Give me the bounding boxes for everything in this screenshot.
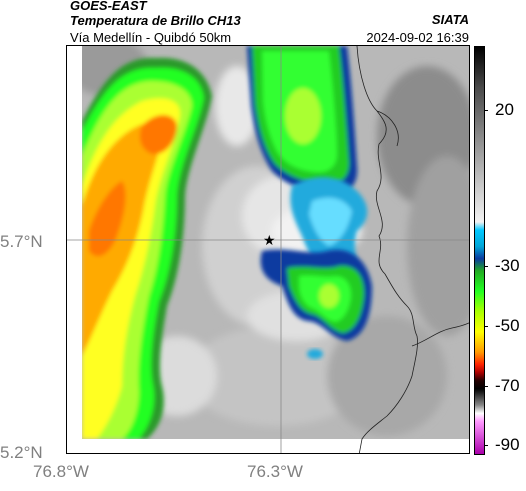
colorbar-label-minus-70: -70 bbox=[495, 376, 520, 395]
colorbar-label-minus-90: -90 bbox=[495, 435, 520, 454]
lat-label-5-2: 5.2°N bbox=[0, 443, 43, 462]
west-convective-band bbox=[82, 57, 212, 440]
satellite-map[interactable]: ★ bbox=[66, 45, 470, 454]
colorbar-label-20: 20 bbox=[495, 100, 514, 119]
colorbar-tick bbox=[484, 266, 488, 267]
colorbar-label-minus-30: -30 bbox=[495, 256, 520, 275]
route-subtitle: Vía Medellín - Quibdó 50km bbox=[70, 30, 232, 45]
colorbar-tick bbox=[484, 326, 488, 327]
brightness-temperature-field: ★ bbox=[67, 46, 469, 453]
star-icon: ★ bbox=[263, 233, 276, 249]
lat-label-5-7: 5.7°N bbox=[0, 232, 43, 251]
boundary-line bbox=[356, 46, 418, 453]
boundary-line-east bbox=[411, 322, 469, 347]
product-title: Temperatura de Brillo CH13 bbox=[70, 13, 241, 28]
temperature-colorbar bbox=[474, 46, 485, 455]
colorbar-tick bbox=[484, 445, 488, 446]
southeast-convective-cell bbox=[260, 249, 372, 341]
lon-label-76-3: 76.3°W bbox=[247, 462, 303, 481]
colorbar-label-minus-50: -50 bbox=[495, 316, 520, 335]
colorbar-tick bbox=[484, 386, 488, 387]
datetime-label: 2024-09-02 16:39 bbox=[366, 30, 469, 45]
boundary-line-north bbox=[376, 110, 399, 147]
organization-label: SIATA bbox=[431, 12, 469, 27]
satellite-title: GOES-EAST bbox=[70, 0, 147, 13]
colorbar-tick bbox=[484, 110, 488, 111]
small-cyan-cell bbox=[307, 349, 323, 359]
lon-label-76-8: 76.8°W bbox=[33, 462, 89, 481]
